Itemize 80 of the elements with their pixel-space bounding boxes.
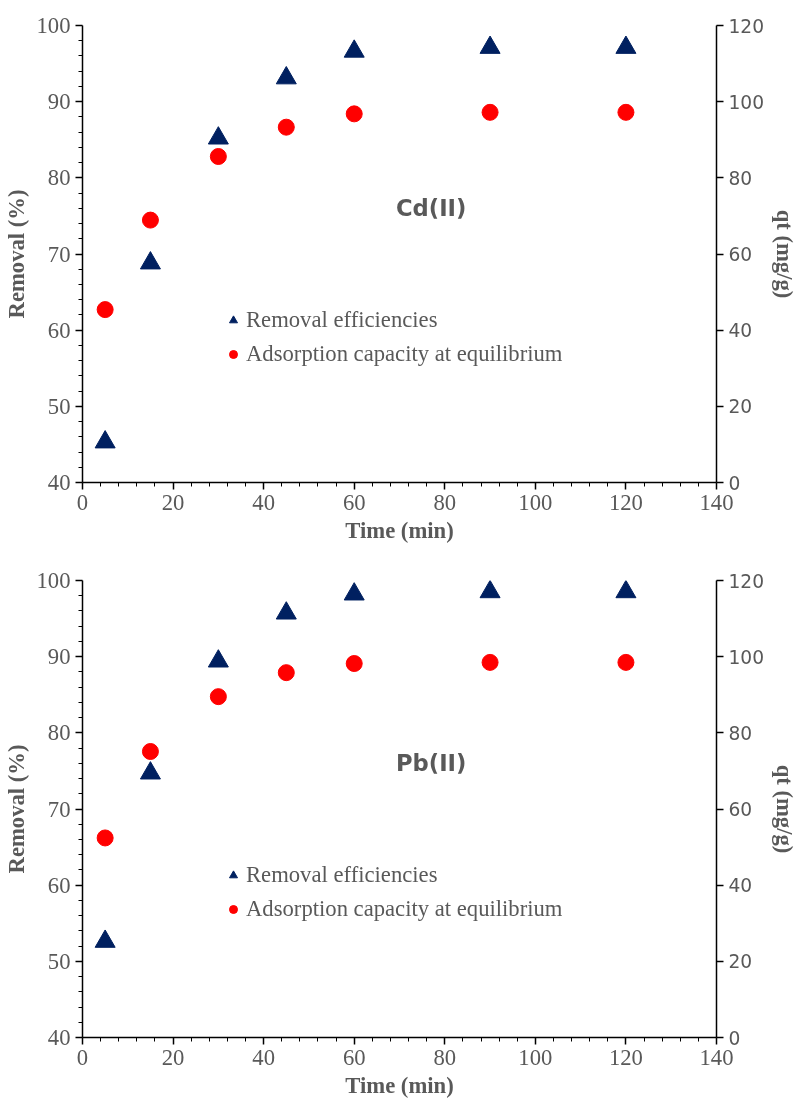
point	[277, 118, 295, 136]
point	[343, 582, 365, 601]
x-axis-title: Time (min)	[345, 1072, 454, 1098]
y-tick-label: 80	[47, 720, 71, 746]
point	[481, 653, 499, 671]
x-tick-label: 80	[433, 489, 457, 515]
y-tick-label: 40	[47, 1025, 71, 1050]
x-axis-title: Time (min)	[345, 517, 454, 543]
legend-label: Removal efficiencies	[246, 307, 438, 333]
point	[96, 829, 114, 847]
point	[94, 929, 116, 948]
y2-tick-label: 100	[728, 91, 765, 113]
point	[615, 35, 637, 54]
point	[617, 103, 635, 121]
y2-tick-label: 120	[728, 15, 765, 37]
point	[209, 148, 227, 165]
point	[141, 211, 159, 229]
x-tick-label: 0	[76, 1044, 89, 1070]
point	[617, 653, 635, 671]
text: Pb(II)	[396, 750, 467, 777]
point	[139, 761, 161, 780]
point	[481, 103, 499, 121]
y-tick-label: 100	[36, 13, 71, 38]
y2-tick-label: 20	[728, 951, 753, 973]
point	[207, 649, 229, 668]
y-tick-label: 50	[47, 948, 71, 974]
x-tick-label: 100	[518, 489, 553, 515]
y-tick-label: 50	[47, 393, 71, 419]
legend-label: Removal efficiencies	[246, 862, 438, 888]
point	[275, 66, 297, 85]
point	[277, 664, 295, 682]
point	[96, 301, 114, 319]
point	[343, 39, 365, 58]
y-tick-label: 60	[47, 872, 71, 898]
legend-label: Adsorption capacity at equilibrium	[246, 341, 563, 367]
x-tick-label: 100	[518, 1044, 553, 1070]
legend-label: Adsorption capacity at equilibrium	[246, 896, 563, 922]
y2-tick-label: 20	[728, 396, 753, 418]
point	[479, 580, 501, 599]
x-tick-label: 20	[161, 489, 185, 515]
point	[94, 430, 116, 449]
x-tick-label: 60	[342, 489, 366, 515]
y2-axis-title: qt (mg/g)	[772, 764, 798, 854]
y-tick-label: 40	[47, 470, 71, 495]
point	[139, 251, 161, 270]
point	[345, 655, 363, 673]
point	[275, 601, 297, 620]
y2-tick-label: 60	[728, 244, 753, 265]
y2-tick-label: 80	[728, 722, 753, 744]
y2-axis-title: qt (mg/g)	[772, 209, 798, 299]
point	[209, 688, 227, 706]
x-tick-label: 20	[161, 1044, 185, 1070]
y-tick-label: 90	[47, 89, 71, 115]
x-tick-label: 0	[76, 489, 89, 515]
y-axis-title: Removal (%)	[3, 189, 29, 319]
y-tick-label: 60	[47, 317, 71, 343]
point	[141, 743, 159, 760]
y-tick-label: 100	[36, 568, 71, 593]
y-tick-label: 80	[47, 165, 71, 191]
text: Cd(II)	[395, 195, 467, 222]
y-axis-title: Removal (%)	[3, 744, 29, 874]
point	[345, 105, 363, 123]
x-tick-label: 60	[342, 1044, 366, 1070]
x-tick-label: 40	[252, 489, 275, 515]
x-tick-label: 40	[252, 1044, 275, 1070]
point	[479, 35, 501, 54]
y2-tick-label: 40	[728, 320, 753, 342]
y2-tick-label: 120	[728, 570, 765, 592]
y2-tick-label: 100	[728, 646, 765, 668]
x-tick-label: 120	[608, 1044, 643, 1070]
point	[615, 580, 637, 599]
point	[207, 126, 229, 145]
x-tick-label: 80	[433, 1044, 457, 1070]
y-tick-label: 90	[47, 644, 71, 670]
y-tick-label: 70	[47, 241, 71, 267]
y2-tick-label: 80	[728, 167, 753, 189]
y-tick-label: 70	[47, 796, 71, 822]
y2-tick-label: 40	[728, 875, 753, 897]
y2-tick-label: 60	[728, 799, 753, 820]
x-tick-label: 120	[608, 489, 643, 515]
